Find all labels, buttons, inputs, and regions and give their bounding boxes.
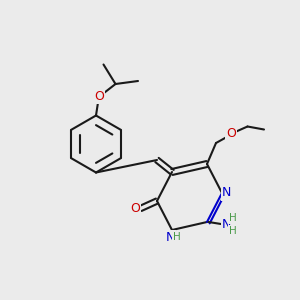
Text: N: N: [222, 187, 231, 200]
Text: N: N: [166, 231, 175, 244]
Text: O: O: [130, 202, 140, 215]
Text: N: N: [222, 187, 231, 200]
Text: H: H: [173, 232, 181, 242]
Text: O: O: [94, 89, 104, 103]
Text: O: O: [226, 128, 236, 140]
Text: H: H: [173, 232, 181, 242]
Text: N: N: [166, 231, 175, 244]
Text: H: H: [229, 226, 237, 236]
Text: H: H: [229, 213, 237, 224]
Text: H: H: [229, 226, 237, 236]
Text: O: O: [94, 89, 104, 103]
Text: O: O: [226, 128, 236, 140]
Text: H: H: [229, 213, 237, 224]
Text: N: N: [222, 218, 231, 232]
Text: N: N: [222, 218, 231, 232]
Text: O: O: [130, 202, 140, 215]
